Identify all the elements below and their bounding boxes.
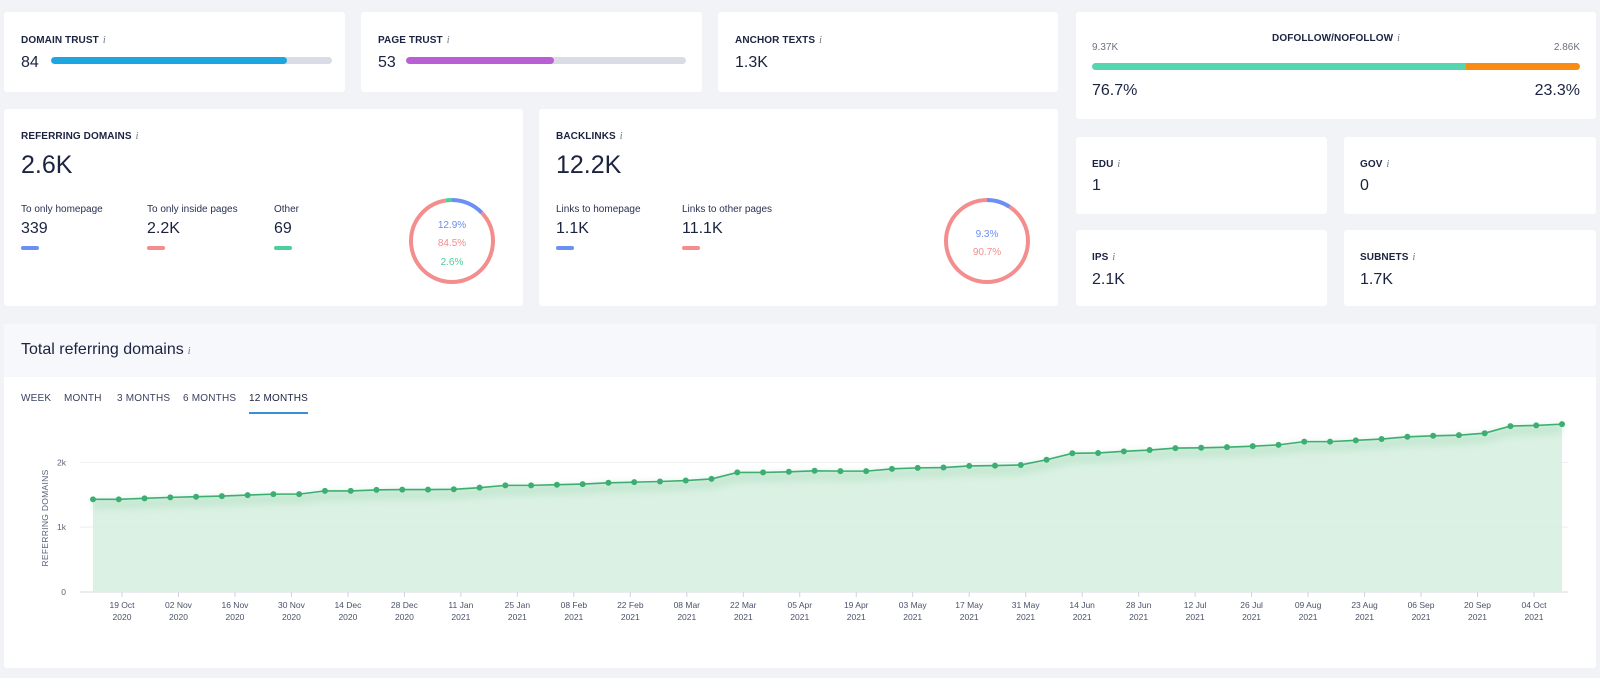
subnets-label: SUBNETS [1360, 252, 1409, 263]
tab-6-months[interactable]: 6 MONTHS [183, 393, 237, 404]
breakdown-item: To only inside pages 2.2K [147, 204, 238, 250]
panel-header [4, 324, 1596, 377]
info-icon[interactable]: i [1412, 252, 1416, 263]
domain-trust-bar [51, 57, 332, 64]
tab-week[interactable]: WEEK [21, 393, 52, 404]
donut-label: 84.5% [438, 238, 466, 249]
info-icon[interactable]: i [619, 131, 623, 142]
info-icon[interactable]: i [1112, 252, 1116, 263]
gov-label: GOV [1360, 159, 1383, 170]
page-trust-value: 53 [378, 54, 396, 71]
page-trust-card: PAGE TRUST i 53 [361, 12, 702, 92]
anchor-texts-card: ANCHOR TEXTS i 1.3K [718, 12, 1058, 92]
edu-card: EDU i 1 [1076, 137, 1327, 214]
info-icon[interactable]: i [102, 35, 106, 46]
nofollow-count: 2.86K [1553, 42, 1580, 53]
breakdown-label: Links to homepage [556, 204, 641, 215]
backlinks-label: BACKLINKS [556, 131, 616, 142]
total-referring-domains-panel: Total referring domains i [4, 324, 1596, 668]
tab-12-months[interactable]: 12 MONTHS [249, 393, 309, 414]
info-icon[interactable]: i [1386, 159, 1390, 170]
edu-label: EDU [1092, 159, 1114, 170]
breakdown-color-marker [21, 246, 39, 250]
nofollow-percent: 23.3% [1534, 82, 1580, 99]
backlinks-value: 12.2K [556, 151, 622, 179]
donut-segment-other[interactable] [409, 198, 495, 284]
breakdown-item: Links to other pages 11.1K [682, 204, 772, 250]
breakdown-color-marker [556, 246, 574, 250]
donut-segment-inside[interactable] [409, 198, 495, 284]
referring-domains-label: REFERRING DOMAINS [21, 131, 132, 142]
info-icon[interactable]: i [1117, 159, 1121, 170]
info-icon[interactable]: i [1397, 33, 1400, 44]
breakdown-color-marker [274, 246, 292, 250]
ips-card: IPS i 2.1K [1076, 230, 1327, 306]
referring-domains-card: REFERRING DOMAINS i 2.6K To only homepage… [4, 109, 523, 306]
info-icon[interactable]: i [819, 35, 822, 46]
donut-label: 9.3% [976, 229, 999, 240]
anchor-texts-value: 1.3K [735, 54, 768, 71]
domain-trust-label: DOMAIN TRUST [21, 35, 99, 46]
donut-label: 90.7% [973, 247, 1001, 258]
breakdown-value: 11.1K [682, 220, 723, 237]
nofollow-bar-segment [1466, 63, 1580, 70]
dofollow-ratio-bar [1092, 63, 1580, 70]
backlinks-donut[interactable]: 9.3% 90.7% [937, 191, 1037, 291]
subnets-value: 1.7K [1360, 271, 1393, 288]
edu-value: 1 [1092, 177, 1101, 194]
page-trust-label: PAGE TRUST [378, 35, 443, 46]
panel-title: Total referring domains [21, 341, 184, 358]
breakdown-color-marker [147, 246, 165, 250]
dofollow-label: DOFOLLOW/NOFOLLOW [1272, 33, 1394, 44]
domain-trust-card: DOMAIN TRUST i 84 [4, 12, 345, 92]
page-trust-bar-fill [406, 57, 555, 64]
breakdown-value: 2.2K [147, 220, 180, 237]
domain-trust-bar-fill [51, 57, 288, 64]
breakdown-label: To only homepage [21, 204, 103, 215]
breakdown-item: Other 69 [274, 204, 299, 250]
donut-label: 2.6% [441, 257, 464, 268]
page-trust-bar [406, 57, 686, 64]
breakdown-value: 69 [274, 220, 292, 237]
breakdown-color-marker [682, 246, 700, 250]
dofollow-percent: 76.7% [1092, 82, 1138, 99]
breakdown-label: To only inside pages [147, 204, 238, 215]
breakdown-item: To only homepage 339 [21, 204, 103, 250]
info-icon[interactable]: i [135, 131, 139, 142]
referring-domains-donut[interactable]: 12.9% 84.5% 2.6% [402, 191, 502, 291]
backlinks-card: BACKLINKS i 12.2K Links to homepage 1.1K … [539, 109, 1058, 306]
donut-label: 12.9% [438, 220, 466, 231]
info-icon[interactable]: i [446, 35, 450, 46]
breakdown-value: 1.1K [556, 220, 589, 237]
breakdown-item: Links to homepage 1.1K [556, 204, 641, 250]
subnets-card: SUBNETS i 1.7K [1344, 230, 1596, 306]
domain-trust-value: 84 [21, 54, 39, 71]
dofollow-count: 9.37K [1092, 42, 1119, 53]
anchor-texts-label: ANCHOR TEXTS [735, 35, 816, 46]
tab-month[interactable]: MONTH [64, 393, 102, 404]
dofollow-bar-segment [1092, 63, 1467, 70]
gov-value: 0 [1360, 177, 1369, 194]
gov-card: GOV i 0 [1344, 137, 1596, 214]
referring-domains-value: 2.6K [21, 151, 73, 179]
donut-segment-other-pages[interactable] [944, 198, 1030, 284]
info-icon[interactable]: i [187, 346, 191, 357]
dofollow-card: DOFOLLOW/NOFOLLOW i 9.37K 2.86K 76.7% 23.… [1076, 12, 1596, 119]
breakdown-value: 339 [21, 220, 48, 237]
tab-3-months[interactable]: 3 MONTHS [117, 393, 171, 404]
breakdown-label: Links to other pages [682, 204, 773, 215]
breakdown-label: Other [274, 204, 300, 215]
ips-label: IPS [1092, 252, 1109, 263]
ips-value: 2.1K [1092, 271, 1125, 288]
